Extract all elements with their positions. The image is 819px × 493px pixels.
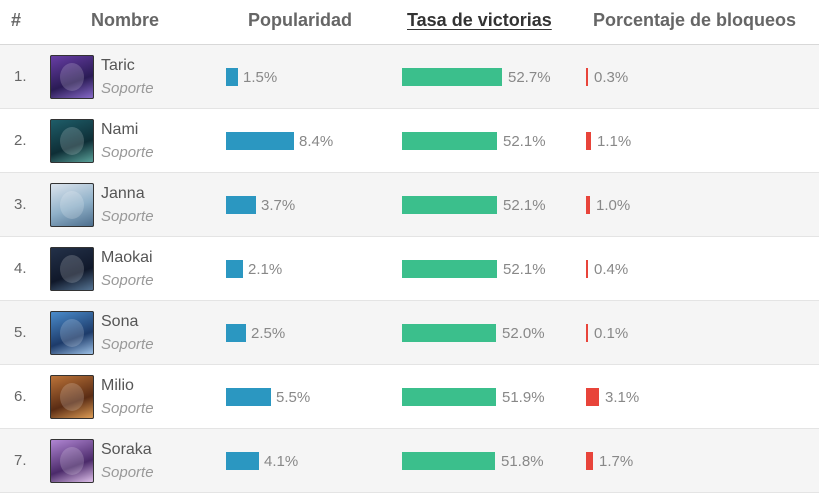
table-row[interactable]: 4. Maokai Soporte 2.1% 52.1% 0.4% [0, 237, 819, 301]
champion-name[interactable]: Taric [101, 57, 135, 74]
ban-rate-bar [586, 260, 588, 278]
popularity-bar [226, 452, 259, 470]
table-row[interactable]: 1. Taric Soporte 1.5% 52.7% 0.3% [0, 45, 819, 109]
popularity-value: 2.1% [248, 261, 283, 278]
champion-role: Soporte [101, 208, 154, 225]
champion-role: Soporte [101, 336, 154, 353]
win-rate-value: 52.7% [508, 69, 551, 86]
header-rank: # [11, 10, 22, 30]
table-row[interactable]: 6. Milio Soporte 5.5% 51.9% 3.1% [0, 365, 819, 429]
popularity-value: 4.1% [264, 453, 299, 470]
header-ban-rate[interactable]: Porcentaje de bloqueos [593, 10, 797, 30]
win-rate-bar [402, 132, 497, 150]
champion-role: Soporte [101, 400, 154, 417]
champion-avatar-icon[interactable] [50, 119, 94, 163]
ban-rate-value: 3.1% [605, 389, 640, 406]
champion-avatar-icon[interactable] [50, 375, 94, 419]
popularity-value: 3.7% [261, 197, 296, 214]
win-rate-value: 52.1% [503, 197, 546, 214]
popularity-bar [226, 388, 271, 406]
champion-name[interactable]: Maokai [101, 249, 153, 266]
win-rate-bar [402, 452, 495, 470]
rank-number: 7. [14, 452, 27, 469]
ban-rate-value: 1.0% [596, 197, 631, 214]
champion-avatar-icon[interactable] [50, 183, 94, 227]
ban-rate-value: 0.1% [594, 325, 629, 342]
champion-name[interactable]: Janna [101, 185, 145, 202]
champion-name[interactable]: Soraka [101, 441, 152, 458]
win-rate-bar [402, 196, 497, 214]
champion-name[interactable]: Milio [101, 377, 134, 394]
ban-rate-value: 0.3% [594, 69, 629, 86]
ban-rate-bar [586, 68, 588, 86]
table-row[interactable]: 5. Sona Soporte 2.5% 52.0% 0.1% [0, 301, 819, 365]
table-row[interactable]: 3. Janna Soporte 3.7% 52.1% 1.0% [0, 173, 819, 237]
win-rate-value: 51.9% [502, 389, 545, 406]
champion-role: Soporte [101, 272, 154, 289]
ban-rate-value: 0.4% [594, 261, 629, 278]
win-rate-bar [402, 260, 497, 278]
rank-number: 4. [14, 260, 27, 277]
ban-rate-bar [586, 452, 593, 470]
popularity-bar [226, 68, 238, 86]
champion-avatar-icon[interactable] [50, 439, 94, 483]
champion-name[interactable]: Sona [101, 313, 139, 330]
table-row[interactable]: 2. Nami Soporte 8.4% 52.1% 1.1% [0, 109, 819, 173]
ban-rate-bar [586, 388, 599, 406]
champion-avatar-icon[interactable] [50, 55, 94, 99]
rank-number: 6. [14, 388, 27, 405]
popularity-bar [226, 132, 294, 150]
popularity-value: 1.5% [243, 69, 278, 86]
rank-number: 2. [14, 132, 27, 149]
champion-role: Soporte [101, 144, 154, 161]
ban-rate-bar [586, 196, 590, 214]
rank-number: 5. [14, 324, 27, 341]
header-popularity[interactable]: Popularidad [248, 10, 353, 30]
win-rate-value: 52.1% [503, 261, 546, 278]
win-rate-value: 52.0% [502, 325, 545, 342]
win-rate-value: 51.8% [501, 453, 544, 470]
win-rate-bar [402, 68, 502, 86]
rank-number: 1. [14, 68, 27, 85]
champion-role: Soporte [101, 464, 154, 481]
table-row[interactable]: 7. Soraka Soporte 4.1% 51.8% 1.7% [0, 429, 819, 493]
champion-table-body: 1. Taric Soporte 1.5% 52.7% 0.3% 2. Nami… [0, 45, 819, 493]
win-rate-bar [402, 324, 496, 342]
champion-role: Soporte [101, 80, 154, 97]
ban-rate-bar [586, 324, 588, 342]
champion-avatar-icon[interactable] [50, 311, 94, 355]
ban-rate-value: 1.1% [597, 133, 632, 150]
rank-number: 3. [14, 196, 27, 213]
champion-name[interactable]: Nami [101, 121, 139, 138]
win-rate-bar [402, 388, 496, 406]
ban-rate-bar [586, 132, 591, 150]
popularity-value: 8.4% [299, 133, 334, 150]
header-win-rate[interactable]: Tasa de victorias [407, 10, 552, 30]
header-name[interactable]: Nombre [91, 10, 160, 30]
popularity-bar [226, 324, 246, 342]
popularity-bar [226, 260, 243, 278]
win-rate-value: 52.1% [503, 133, 546, 150]
champion-avatar-icon[interactable] [50, 247, 94, 291]
ban-rate-value: 1.7% [599, 453, 634, 470]
popularity-value: 2.5% [251, 325, 286, 342]
popularity-bar [226, 196, 256, 214]
popularity-value: 5.5% [276, 389, 311, 406]
table-header: # Nombre Popularidad Tasa de victorias P… [0, 0, 819, 45]
